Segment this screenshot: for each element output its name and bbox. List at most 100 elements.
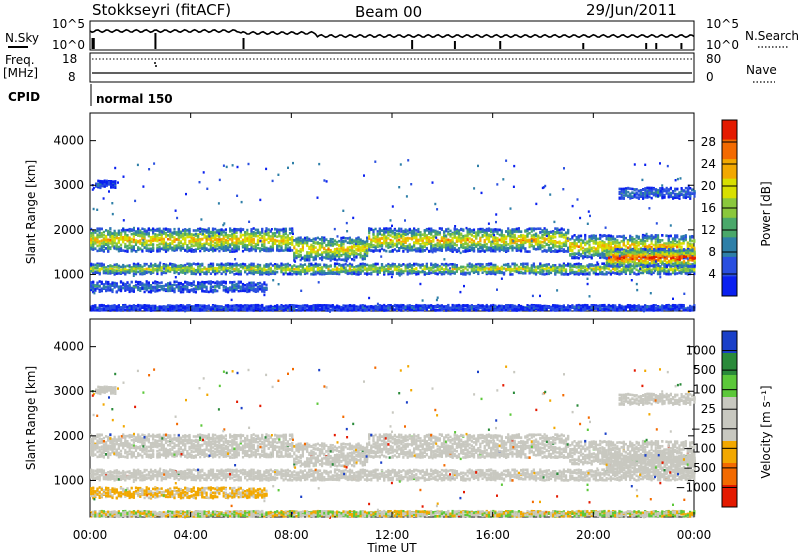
power-cell [248, 235, 250, 238]
power-cell [315, 265, 317, 268]
power-cell [167, 230, 169, 233]
power-cell [244, 271, 246, 274]
power-cell [441, 249, 443, 252]
power-cell [291, 267, 293, 270]
power-cell [300, 242, 302, 245]
power-cell [486, 233, 488, 236]
power-cell [313, 259, 315, 262]
power-cell [689, 243, 691, 246]
power-cell [392, 263, 394, 266]
power-cell [621, 235, 623, 238]
power-cell [574, 247, 576, 250]
power-cell [116, 266, 118, 269]
power-cell [124, 265, 126, 268]
freq-outlier [154, 62, 156, 64]
power-cell [452, 245, 454, 248]
power-cell [280, 249, 282, 252]
power-cell [426, 243, 428, 246]
power-cell [437, 245, 439, 248]
power-cell [242, 239, 244, 242]
power-cell [409, 237, 411, 240]
power-cell [122, 269, 124, 272]
power-cell [124, 250, 126, 253]
power-cell [242, 250, 244, 253]
power-cell [552, 230, 554, 233]
power-cell [257, 271, 259, 274]
power-cell [353, 268, 355, 271]
power-cell [276, 271, 278, 274]
power-cell [107, 271, 109, 274]
power-cell [210, 231, 212, 234]
power-cell [229, 228, 231, 231]
power-cell [360, 272, 362, 275]
power-cell [398, 232, 400, 235]
power-cell [167, 267, 169, 270]
power-cell [323, 238, 325, 241]
nave-label: Nave [746, 63, 777, 77]
power-cell [231, 243, 233, 246]
power-cell [171, 242, 173, 245]
power-cell [223, 242, 225, 245]
power-cell [152, 270, 154, 273]
power-cell [439, 227, 441, 230]
nsearch-tick-top: 10^5 [706, 17, 739, 31]
power-cell [156, 250, 158, 253]
power-cell [591, 237, 593, 240]
power-cell [332, 243, 334, 246]
power-cell [396, 236, 398, 239]
power-cell [137, 267, 139, 270]
power-cell [524, 247, 526, 250]
power-cell [101, 245, 103, 248]
power-cell [214, 231, 216, 234]
power-cell [531, 227, 533, 230]
power-cell [161, 238, 163, 241]
power-cell [283, 228, 285, 231]
power-cell [379, 271, 381, 274]
power-cell [332, 272, 334, 275]
power-cell [165, 265, 167, 268]
power-cell [274, 235, 276, 238]
power-cell [533, 239, 535, 242]
power-cell [430, 233, 432, 236]
power-cell [203, 230, 205, 233]
power-cell [289, 243, 291, 246]
power-cell [210, 263, 212, 266]
power-cell [360, 267, 362, 270]
power-cell [90, 247, 92, 250]
power-cell [255, 249, 257, 252]
power-cell [437, 264, 439, 267]
power-cell [584, 244, 586, 247]
power-cell [225, 228, 227, 231]
power-cell [276, 249, 278, 252]
power-cell [285, 228, 287, 231]
power-cell [533, 236, 535, 239]
power-cell [240, 242, 242, 245]
power-cell [101, 235, 103, 238]
power-cell [460, 246, 462, 249]
power-cell [152, 249, 154, 252]
power-cell [479, 228, 481, 231]
power-cell [364, 272, 366, 275]
power-cell [407, 250, 409, 253]
power-cell [103, 266, 105, 269]
power-cell [289, 228, 291, 231]
power-cell [156, 273, 158, 276]
power-cell [490, 247, 492, 250]
power-cell [454, 231, 456, 234]
power-cell [105, 272, 107, 275]
power-cell [191, 271, 193, 274]
power-cell [462, 239, 464, 242]
power-cell [137, 246, 139, 249]
power-cell [422, 270, 424, 273]
power-cell [445, 244, 447, 247]
power-cell [321, 245, 323, 248]
power-cell [571, 246, 573, 249]
power-cell [608, 239, 610, 242]
power-cell [571, 253, 573, 256]
power-cell [377, 270, 379, 273]
power-cell [338, 248, 340, 251]
power-cell [362, 266, 364, 269]
power-cell [417, 239, 419, 242]
power-cell [381, 230, 383, 233]
power-cell [338, 252, 340, 255]
